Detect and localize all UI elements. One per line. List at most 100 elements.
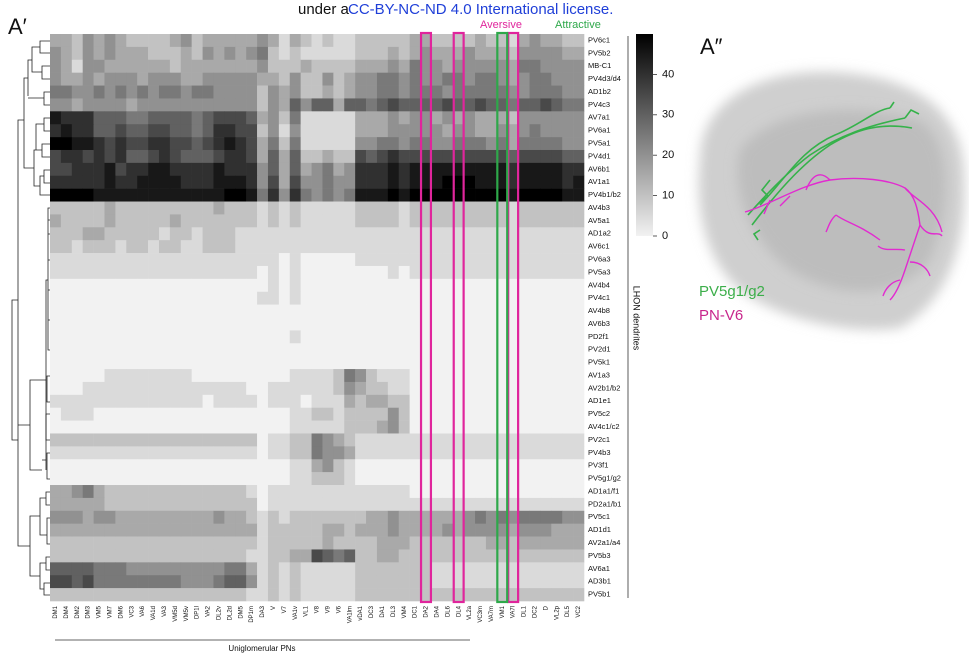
heat-cell	[562, 111, 574, 125]
heat-cell	[115, 472, 127, 486]
heat-cell	[507, 85, 519, 99]
heat-cell	[289, 291, 301, 305]
heat-cell	[50, 265, 62, 280]
column-label: V6	[336, 605, 342, 613]
heat-cell	[158, 111, 171, 125]
heat-cell	[257, 369, 269, 383]
heat-cell	[464, 98, 476, 112]
heat-cell	[376, 369, 389, 383]
heat-cell	[540, 137, 552, 151]
heat-cell	[257, 291, 269, 305]
heat-cell	[213, 265, 225, 280]
heat-cell	[387, 34, 400, 48]
heat-cell	[278, 59, 291, 73]
heat-cell	[333, 59, 345, 73]
heat-cell	[104, 343, 116, 357]
heat-cell	[267, 162, 280, 177]
heat-cell	[485, 510, 498, 524]
heat-cell	[191, 523, 203, 537]
heat-cell	[518, 278, 530, 293]
heat-cell	[333, 446, 345, 460]
heat-cell	[464, 433, 476, 447]
heat-cell	[148, 446, 160, 460]
heat-cell	[485, 85, 498, 99]
heat-cell	[529, 317, 541, 331]
heat-cell	[475, 34, 487, 48]
heat-cell	[562, 188, 574, 202]
heat-cell	[507, 562, 519, 576]
heat-cell	[398, 188, 410, 202]
heat-cell	[213, 381, 225, 396]
heat-cell	[464, 381, 476, 396]
heat-cell	[507, 278, 519, 293]
heat-cell	[235, 343, 247, 357]
heat-cell	[213, 59, 225, 73]
heat-cell	[409, 34, 421, 48]
heat-cell	[202, 381, 214, 396]
license-link[interactable]: CC-BY-NC-ND 4.0 International license.	[348, 1, 613, 18]
heat-cell	[420, 124, 432, 138]
heat-cell	[300, 201, 312, 215]
heat-cell	[333, 124, 345, 138]
heat-cell	[431, 98, 443, 112]
heat-cell	[496, 98, 509, 112]
heat-cell	[224, 562, 236, 576]
heat-cell	[551, 34, 563, 48]
heat-cell	[573, 562, 585, 576]
heat-cell	[409, 394, 421, 409]
heat-cell	[376, 394, 389, 409]
heat-cell	[464, 510, 476, 524]
heat-cell	[431, 124, 443, 138]
heat-cell	[333, 330, 345, 344]
heat-cell	[322, 34, 334, 48]
heat-cell	[540, 433, 552, 447]
heat-cell	[289, 188, 301, 202]
heat-cell	[235, 278, 247, 293]
heat-cell	[398, 240, 410, 254]
heat-cell	[366, 175, 378, 189]
heat-cell	[518, 162, 530, 177]
heat-cell	[180, 304, 192, 318]
column-label: DA1	[380, 605, 386, 617]
heat-cell	[137, 510, 149, 524]
heat-cell	[420, 381, 432, 396]
heat-cell	[562, 278, 574, 293]
heat-cell	[202, 227, 214, 241]
heat-cell	[115, 485, 127, 499]
heat-cell	[224, 253, 236, 267]
heat-cell	[551, 356, 563, 370]
heat-cell	[333, 201, 345, 215]
highlight-box	[419, 31, 433, 604]
heat-cell	[344, 98, 356, 112]
heat-cell	[289, 562, 301, 576]
heat-cell	[529, 523, 541, 537]
heat-cell	[431, 588, 443, 602]
heat-cell	[93, 343, 105, 357]
heat-cell	[562, 124, 574, 138]
heat-cell	[180, 588, 192, 602]
heat-cell	[82, 85, 94, 99]
heat-cell	[507, 240, 519, 254]
heat-cell	[60, 201, 73, 215]
heat-cell	[115, 85, 127, 99]
heat-cell	[71, 253, 83, 267]
heat-cell	[311, 149, 323, 164]
heat-cell	[71, 562, 83, 576]
heat-cell	[551, 227, 563, 241]
heat-cell	[496, 291, 509, 305]
heat-cell	[246, 330, 258, 344]
heat-cell	[235, 510, 247, 524]
heat-cell	[169, 459, 182, 473]
heat-cell	[355, 394, 367, 409]
heat-cell	[158, 175, 171, 189]
heat-cell	[50, 175, 62, 189]
heat-cell	[529, 510, 541, 524]
heat-cell	[573, 510, 585, 524]
heat-cell	[191, 278, 203, 293]
heat-cell	[202, 317, 214, 331]
heat-cell	[398, 497, 410, 512]
heat-cell	[191, 149, 203, 164]
heat-cell	[202, 201, 214, 215]
heat-cell	[344, 472, 356, 486]
heat-cell	[551, 72, 563, 86]
